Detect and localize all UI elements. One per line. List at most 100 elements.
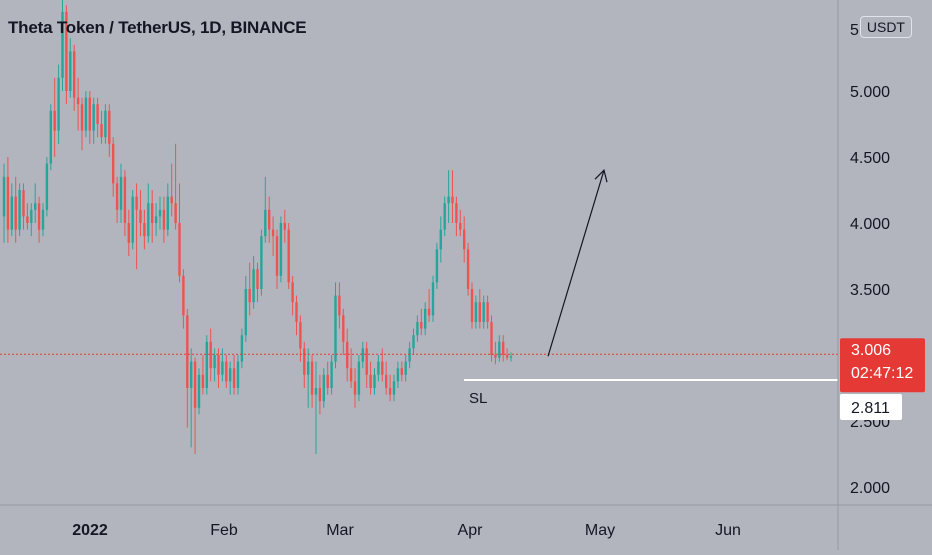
candle-body	[310, 361, 314, 395]
candle-body	[478, 302, 481, 322]
candle-body	[392, 381, 396, 395]
time-tick-label: Apr	[458, 522, 484, 539]
candle-body	[369, 374, 372, 388]
current-price-value: 3.006	[851, 342, 891, 359]
chart-title: Theta Token / TetherUS, 1D, BINANCE	[8, 18, 307, 37]
price-tick-label: 4.500	[850, 150, 890, 167]
candle-body	[193, 361, 197, 408]
candle-body	[470, 289, 474, 322]
candle-body	[151, 203, 154, 223]
time-tick-label: Mar	[326, 522, 354, 539]
candle-body	[115, 183, 119, 210]
candle-body	[416, 322, 419, 336]
candle-body	[213, 355, 216, 369]
time-tick-label: 2022	[72, 522, 108, 539]
candle-body	[502, 341, 505, 355]
candle-body	[408, 348, 411, 362]
candle-body	[412, 335, 415, 349]
candle-body	[30, 209, 33, 223]
candle-body	[108, 110, 111, 144]
candle-body	[424, 308, 427, 329]
candle-body	[162, 209, 166, 230]
candle-body	[466, 249, 470, 289]
time-tick-label: Feb	[210, 522, 238, 539]
candle-body	[127, 223, 130, 243]
currency-selector[interactable]: USDT	[859, 16, 912, 38]
price-tick-label: 3.500	[850, 282, 890, 299]
candle-body	[2, 176, 6, 217]
price-tick-label: 5.000	[850, 84, 890, 101]
candle-body	[45, 163, 49, 210]
candle-body	[447, 196, 450, 204]
candle-body	[84, 97, 88, 131]
candle-body	[498, 341, 501, 358]
target-arrow[interactable]	[547, 170, 605, 357]
time-axis[interactable]: 2022 Feb Mar Apr May Jun	[72, 522, 741, 539]
candle-body	[279, 223, 283, 276]
candle-body	[229, 368, 232, 382]
candle-body	[61, 11, 64, 78]
candle-body	[240, 335, 244, 362]
candle-body	[6, 176, 10, 230]
candle-body	[256, 269, 259, 289]
candle-body	[14, 196, 17, 230]
stop-loss-label: SL	[469, 390, 487, 407]
candle-body	[346, 341, 349, 369]
candle-body	[377, 361, 380, 375]
candle-body	[271, 229, 275, 237]
candle-body	[463, 229, 466, 250]
candle-body	[49, 110, 52, 164]
candle-body	[353, 381, 357, 395]
candle-body	[147, 203, 150, 237]
candle-body	[186, 315, 189, 388]
candle-body	[73, 51, 76, 98]
candle-body	[104, 110, 107, 138]
candle-body	[396, 368, 400, 382]
candle-body	[252, 269, 255, 303]
candle-body	[435, 249, 439, 283]
candle-body	[275, 236, 279, 276]
candle-body	[287, 229, 290, 283]
candle-body	[291, 282, 294, 303]
candlestick-series	[2, 0, 513, 454]
candle-body	[385, 374, 388, 388]
candle-body	[123, 176, 127, 223]
candle-body	[264, 209, 267, 237]
candle-body	[26, 216, 29, 223]
candle-body	[295, 302, 298, 322]
candle-body	[18, 190, 21, 230]
candle-body	[443, 203, 446, 230]
candle-body	[119, 176, 123, 210]
candle-body	[139, 209, 142, 223]
candle-body	[431, 282, 435, 316]
candle-body	[283, 223, 286, 230]
candle-body	[65, 11, 68, 91]
candle-body	[225, 361, 228, 382]
candle-body	[154, 216, 158, 223]
candle-body	[490, 322, 493, 355]
target-arrow-head	[594, 169, 608, 183]
candle-body	[80, 104, 84, 131]
candle-body	[76, 97, 80, 105]
candle-body	[41, 209, 45, 230]
candle-body	[459, 223, 462, 230]
candle-body	[170, 196, 173, 204]
candle-body	[314, 388, 318, 395]
candle-body	[361, 348, 364, 362]
candle-body	[365, 348, 368, 375]
candle-body	[57, 77, 60, 131]
candle-body	[178, 223, 181, 276]
time-tick-label: Jun	[715, 522, 741, 539]
candle-body	[482, 302, 485, 322]
candle-body	[53, 110, 56, 131]
candle-body	[248, 289, 251, 303]
price-tick-label: 5	[850, 22, 859, 39]
candle-body	[303, 348, 306, 375]
candle-body	[190, 361, 193, 388]
candle-body	[34, 203, 37, 210]
candle-body	[509, 356, 513, 358]
candle-body	[96, 104, 99, 124]
candle-body	[232, 368, 236, 388]
